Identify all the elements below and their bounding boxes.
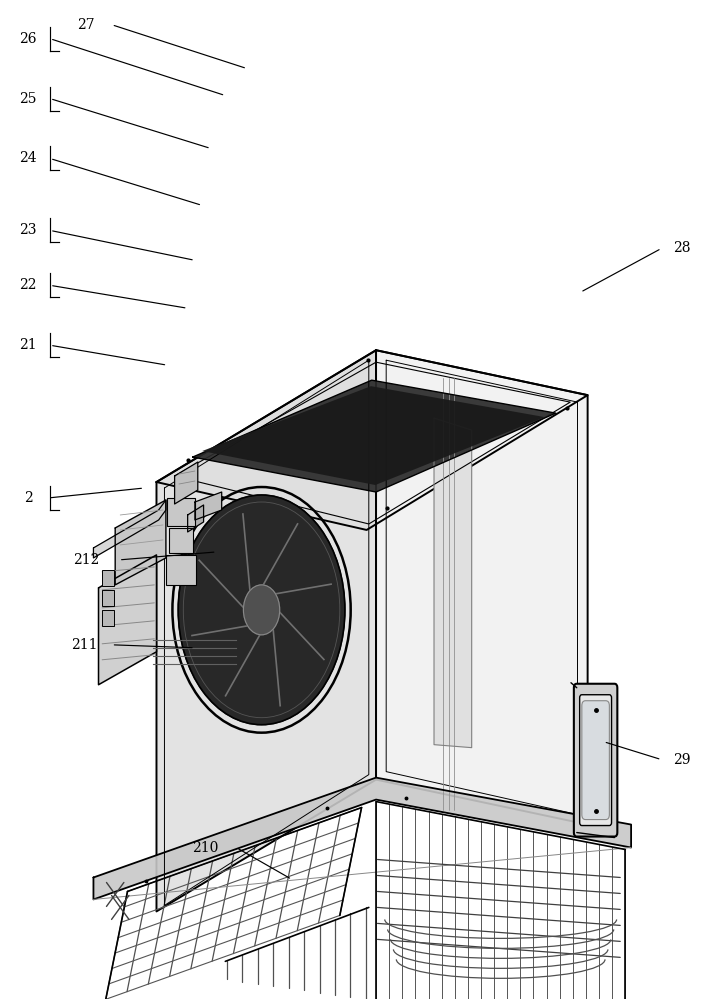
Polygon shape [94,778,631,899]
Polygon shape [174,462,197,504]
Text: 25: 25 [20,92,37,106]
Polygon shape [434,418,472,748]
Text: 21: 21 [20,338,37,352]
Text: 29: 29 [673,753,690,767]
Text: 28: 28 [673,241,690,255]
Bar [102,590,114,606]
Polygon shape [99,555,157,685]
FancyBboxPatch shape [582,701,609,820]
Bar [102,610,114,626]
Polygon shape [157,350,587,530]
Polygon shape [195,492,221,520]
Text: 26: 26 [20,32,37,46]
Polygon shape [202,386,545,485]
Text: 211: 211 [70,638,97,652]
Text: 2: 2 [24,491,33,505]
Text: 212: 212 [73,553,99,567]
FancyBboxPatch shape [574,684,617,837]
Polygon shape [115,500,166,585]
Circle shape [243,585,280,635]
Text: 27: 27 [78,18,95,32]
Bar [168,498,195,526]
Text: 22: 22 [20,278,37,292]
Text: 210: 210 [192,841,219,855]
Circle shape [178,495,345,725]
Polygon shape [192,380,555,492]
Polygon shape [94,500,166,558]
Bar [166,555,196,585]
Text: 24: 24 [20,151,37,165]
Bar [169,528,193,553]
FancyBboxPatch shape [579,695,611,826]
Polygon shape [376,350,587,825]
Bar [102,570,114,586]
Polygon shape [187,505,203,532]
Text: 23: 23 [20,223,37,237]
Polygon shape [157,350,376,911]
